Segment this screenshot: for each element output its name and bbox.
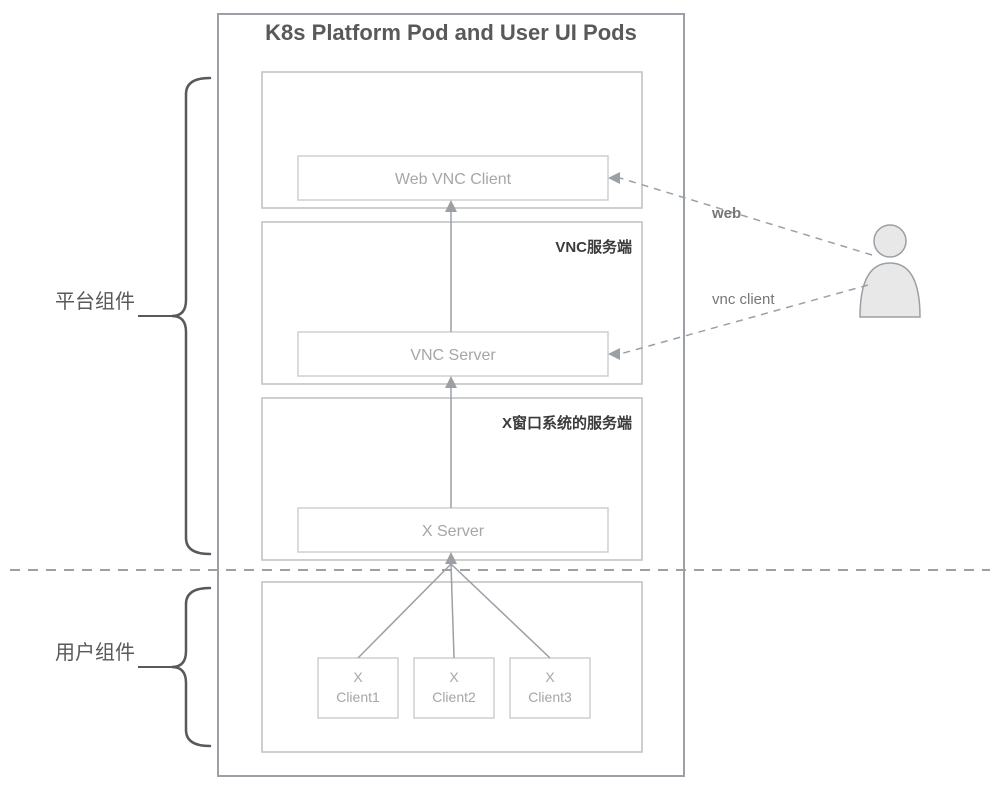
- x-client-1-label-2: Client1: [336, 689, 380, 705]
- platform-label: 平台组件: [55, 290, 135, 313]
- diagram-title: K8s Platform Pod and User UI Pods: [265, 20, 637, 45]
- arrow-user-to-web: [620, 178, 872, 255]
- x-client-2-label-2: Client2: [432, 689, 476, 705]
- x-client-3-label-1: X: [545, 669, 555, 685]
- x-client-1-box: [318, 658, 398, 718]
- x-client-1-label-1: X: [353, 669, 363, 685]
- x-server-sublabel: X窗口系统的服务端: [502, 414, 632, 432]
- arrow-head-icon: [445, 552, 457, 564]
- web-edge-label: web: [711, 205, 741, 222]
- user-brace-icon: [172, 588, 210, 746]
- web-vnc-client-label: Web VNC Client: [395, 171, 512, 188]
- arrow-client2-to-xserver: [451, 564, 454, 658]
- user-label: 用户组件: [55, 641, 135, 664]
- x-client-3-box: [510, 658, 590, 718]
- vnc-edge-label: vnc client: [712, 291, 775, 308]
- x-client-2-label-1: X: [449, 669, 459, 685]
- vnc-server-label: VNC Server: [410, 347, 496, 364]
- x-client-2-box: [414, 658, 494, 718]
- user-body-icon: [860, 263, 920, 317]
- arrow-head-icon: [608, 172, 620, 184]
- arrow-client1-to-xserver: [358, 564, 451, 658]
- vnc-server-sublabel: VNC服务端: [555, 238, 632, 256]
- platform-brace-icon: [172, 78, 210, 554]
- arrow-head-icon: [608, 348, 620, 360]
- user-icon: [874, 225, 906, 257]
- x-client-3-label-2: Client3: [528, 689, 572, 705]
- x-server-label: X Server: [422, 523, 485, 540]
- arrow-client3-to-xserver: [451, 564, 550, 658]
- arrow-head-icon: [445, 200, 457, 212]
- arrow-head-icon: [445, 376, 457, 388]
